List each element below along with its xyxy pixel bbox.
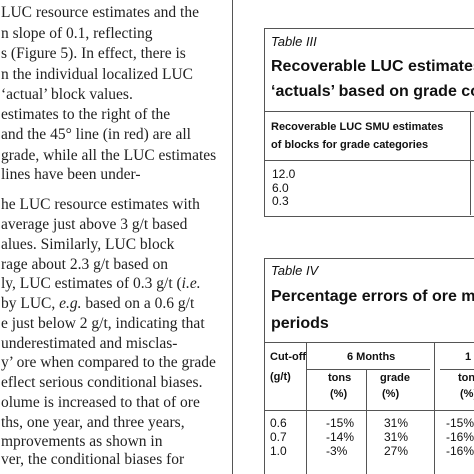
- col-header: 6 Months: [347, 351, 396, 363]
- text-line: lines have been under-: [1, 166, 141, 183]
- text-line: alues. Similarly, LUC block: [1, 236, 175, 253]
- col-header: tons: [328, 372, 352, 384]
- text-line: underestimated and misclas-: [1, 335, 178, 352]
- text-line: olume is increased to that of ore: [1, 394, 200, 411]
- text-line: e just below 2 g/t, indicating that: [1, 315, 205, 332]
- rule: [306, 369, 430, 370]
- text-line: rage about 2.3 g/t based on: [1, 256, 169, 273]
- cell: 31%: [384, 430, 409, 444]
- rule: [434, 342, 435, 474]
- table-label: Table IV: [271, 263, 319, 278]
- text-segment: based on a 0.6 g/t: [81, 295, 195, 312]
- text-line: LUC resource estimates and the: [1, 4, 199, 21]
- table-label: Table III: [271, 34, 317, 49]
- col-header: 1: [465, 351, 472, 363]
- table-title: Percentage errors of ore mi: [271, 288, 474, 305]
- body-text: LUC resource estimates and the n slope of…: [0, 0, 228, 474]
- col-header: (%): [330, 388, 348, 400]
- text-line: eflect serious conditional biases.: [1, 374, 203, 391]
- rule: [264, 111, 474, 112]
- rule: [264, 410, 474, 411]
- text-segment: i.e.: [181, 275, 201, 292]
- rule: [470, 111, 471, 215]
- cell: 1.0: [270, 444, 287, 458]
- cell: -15%: [446, 416, 474, 430]
- col-header: tons: [458, 372, 474, 384]
- text-line: by LUC, e.g. based on a 0.6 g/t: [1, 295, 194, 313]
- rule: [306, 342, 307, 474]
- text-line: average just above 3 g/t based: [1, 216, 188, 233]
- text-line: ths, one year, and three years,: [1, 414, 185, 431]
- column-rule: [232, 0, 233, 474]
- cell: -3%: [326, 444, 348, 458]
- table-title: Recoverable LUC estimates: [271, 58, 474, 75]
- col-header: (%): [460, 388, 474, 400]
- col-header: Recoverable LUC SMU estimates: [271, 121, 444, 133]
- table-iii-box: [264, 28, 474, 217]
- text-line: s (Figure 5). In effect, there is: [1, 45, 186, 62]
- cell: -14%: [326, 430, 355, 444]
- rule: [366, 369, 367, 474]
- text-line: ly, LUC estimates of 0.3 g/t (i.e.: [1, 275, 201, 293]
- cell: 0.7: [270, 430, 287, 444]
- text-line: y’ ore when compared to the grade: [1, 354, 216, 371]
- cell: -16%: [446, 444, 474, 458]
- col-header: grade: [380, 372, 410, 384]
- cell: 0.6: [270, 416, 287, 430]
- text-line: grade, while all the LUC estimates: [1, 147, 217, 164]
- cell: 31%: [384, 416, 409, 430]
- rule: [264, 160, 474, 161]
- rule: [440, 369, 474, 370]
- cell: 0.3: [272, 194, 289, 208]
- cell: 27%: [384, 444, 409, 458]
- col-header: of blocks for grade categories: [271, 139, 429, 151]
- text-line: ‘actual’ block values.: [1, 86, 133, 103]
- text-line: ver, the conditional biases for: [1, 451, 185, 468]
- text-line: n slope of 0.1, reflecting: [1, 25, 153, 42]
- col-header: (%): [382, 388, 400, 400]
- text-segment: ly, LUC estimates of 0.3 g/t (: [1, 275, 182, 292]
- text-segment: by LUC,: [1, 295, 60, 312]
- col-header: Cut-off: [270, 351, 307, 363]
- cell: 6.0: [272, 180, 289, 195]
- text-line: he LUC resource estimates with: [1, 196, 200, 213]
- col-header: (g/t): [270, 371, 291, 383]
- cell: 12.0: [272, 167, 296, 181]
- text-line: mprovements as shown in: [1, 433, 163, 450]
- table-title: periods: [271, 315, 329, 332]
- text-line: estimates to the right of the: [1, 106, 171, 123]
- text-line: and the 45° line (in red) are all: [1, 126, 191, 143]
- text-segment: e.g.: [59, 295, 82, 312]
- rule: [264, 342, 474, 343]
- table-title: ‘actuals’ based on grade co: [271, 83, 474, 100]
- cell: -16%: [446, 430, 474, 444]
- text-line: n the individual localized LUC: [1, 66, 193, 83]
- table-iv-box: [264, 258, 474, 474]
- cell: -15%: [326, 416, 355, 430]
